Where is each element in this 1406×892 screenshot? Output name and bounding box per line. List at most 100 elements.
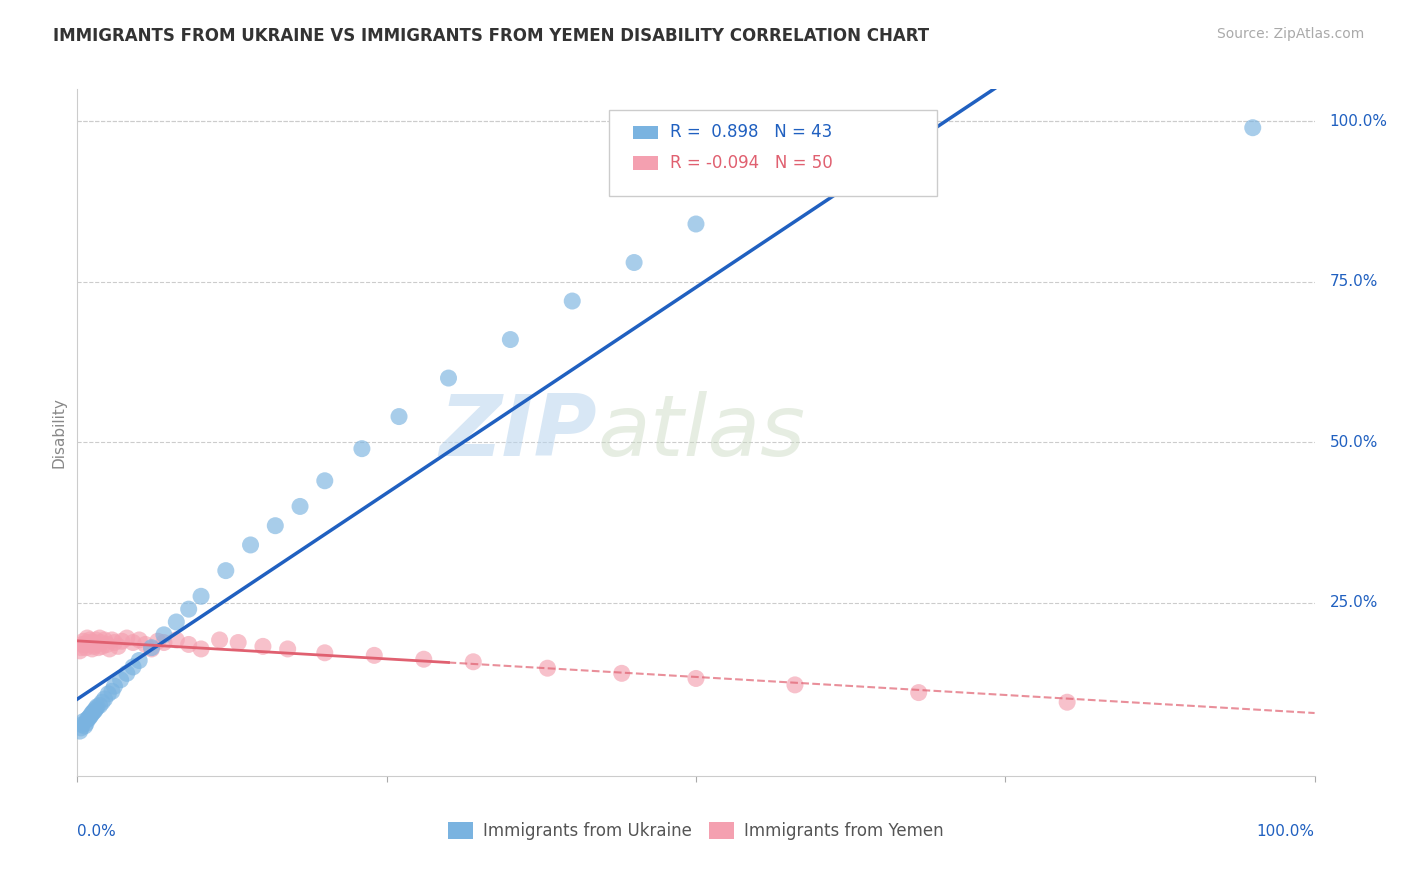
Text: IMMIGRANTS FROM UKRAINE VS IMMIGRANTS FROM YEMEN DISABILITY CORRELATION CHART: IMMIGRANTS FROM UKRAINE VS IMMIGRANTS FR… bbox=[53, 27, 929, 45]
Point bbox=[97, 687, 120, 701]
Text: 25.0%: 25.0% bbox=[1330, 595, 1378, 610]
Point bbox=[75, 716, 97, 731]
Point bbox=[561, 293, 583, 308]
Point bbox=[101, 684, 124, 698]
Point bbox=[685, 672, 707, 686]
Point bbox=[350, 442, 373, 456]
Point bbox=[288, 500, 311, 514]
Point bbox=[69, 644, 91, 658]
Point bbox=[91, 640, 114, 654]
Point bbox=[89, 631, 111, 645]
Point bbox=[84, 701, 107, 715]
Point bbox=[80, 708, 103, 723]
Text: atlas: atlas bbox=[598, 391, 806, 475]
Point bbox=[89, 698, 111, 713]
Point bbox=[277, 642, 299, 657]
Point bbox=[363, 648, 385, 663]
Point bbox=[91, 695, 114, 709]
Point bbox=[177, 602, 200, 616]
Point bbox=[128, 632, 150, 647]
Point bbox=[190, 590, 212, 604]
Point bbox=[239, 538, 262, 552]
Point bbox=[96, 637, 118, 651]
Point bbox=[77, 711, 100, 725]
Point bbox=[93, 692, 115, 706]
Point bbox=[388, 409, 411, 424]
Point bbox=[165, 615, 187, 629]
Text: 0.0%: 0.0% bbox=[77, 824, 117, 839]
Point bbox=[115, 631, 138, 645]
Point bbox=[463, 655, 485, 669]
Text: 50.0%: 50.0% bbox=[1330, 434, 1378, 450]
Point bbox=[93, 632, 115, 647]
Text: R = -0.094   N = 50: R = -0.094 N = 50 bbox=[671, 153, 832, 171]
Point bbox=[264, 518, 287, 533]
Point bbox=[69, 724, 91, 739]
Point bbox=[80, 637, 103, 651]
Point bbox=[72, 717, 94, 731]
Point bbox=[79, 710, 101, 724]
Point bbox=[86, 699, 108, 714]
Legend: Immigrants from Ukraine, Immigrants from Yemen: Immigrants from Ukraine, Immigrants from… bbox=[441, 815, 950, 847]
Text: Source: ZipAtlas.com: Source: ZipAtlas.com bbox=[1216, 27, 1364, 41]
Point bbox=[128, 653, 150, 667]
Point bbox=[72, 714, 94, 729]
Text: 75.0%: 75.0% bbox=[1330, 274, 1378, 289]
Point bbox=[90, 635, 112, 649]
Point bbox=[226, 635, 249, 649]
Point bbox=[70, 640, 93, 655]
Point bbox=[1241, 120, 1264, 135]
Point bbox=[76, 713, 98, 727]
Point bbox=[685, 217, 707, 231]
Point bbox=[122, 660, 145, 674]
Point bbox=[122, 635, 145, 649]
Point bbox=[141, 640, 163, 655]
Point bbox=[103, 635, 125, 649]
Point bbox=[82, 640, 104, 654]
Point bbox=[101, 632, 124, 647]
Text: ZIP: ZIP bbox=[439, 391, 598, 475]
Point bbox=[153, 635, 176, 649]
Point bbox=[72, 634, 94, 648]
Point bbox=[76, 631, 98, 645]
Point bbox=[134, 637, 156, 651]
Point bbox=[86, 637, 108, 651]
Point bbox=[98, 642, 121, 657]
Point bbox=[623, 255, 645, 269]
Point bbox=[783, 678, 806, 692]
Point bbox=[412, 652, 434, 666]
Point bbox=[177, 637, 200, 651]
Point bbox=[72, 637, 94, 651]
Point bbox=[208, 632, 231, 647]
Point bbox=[83, 704, 105, 718]
Point bbox=[314, 474, 336, 488]
Point bbox=[82, 642, 104, 657]
Point bbox=[82, 706, 104, 720]
Point bbox=[252, 640, 274, 654]
Point bbox=[70, 721, 93, 735]
Point bbox=[165, 632, 187, 647]
FancyBboxPatch shape bbox=[609, 110, 938, 195]
Point bbox=[215, 564, 238, 578]
Point bbox=[84, 632, 107, 647]
Point bbox=[536, 661, 558, 675]
Text: 100.0%: 100.0% bbox=[1330, 114, 1388, 128]
Point bbox=[111, 634, 134, 648]
Point bbox=[77, 635, 100, 649]
Point bbox=[75, 640, 97, 655]
Point bbox=[73, 637, 96, 651]
FancyBboxPatch shape bbox=[633, 126, 658, 139]
Point bbox=[83, 635, 105, 649]
Point bbox=[141, 642, 163, 657]
Point bbox=[190, 642, 212, 657]
Point bbox=[907, 685, 929, 699]
Point bbox=[314, 646, 336, 660]
Point bbox=[79, 632, 101, 647]
Point bbox=[107, 640, 129, 654]
Text: 100.0%: 100.0% bbox=[1257, 824, 1315, 839]
Point bbox=[82, 705, 104, 719]
FancyBboxPatch shape bbox=[633, 156, 658, 169]
Text: R =  0.898   N = 43: R = 0.898 N = 43 bbox=[671, 123, 832, 142]
Point bbox=[146, 634, 169, 648]
Point bbox=[103, 679, 125, 693]
